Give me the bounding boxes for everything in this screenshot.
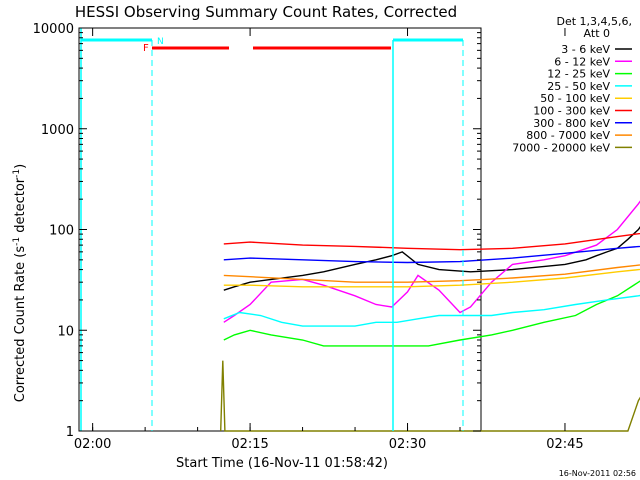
x-tick-label-3: 02:45: [546, 437, 583, 452]
night-flag-label: N: [157, 37, 164, 47]
series-line-4: [223, 268, 640, 288]
series-line-0: [223, 226, 640, 291]
y-tick-label-2: 100: [49, 224, 74, 239]
series-group: [220, 200, 640, 432]
axes: 02:0002:1502:3002:4503:0003:1503:3011010…: [33, 22, 584, 452]
series-line-1: [223, 200, 640, 323]
plot-frame: [78, 27, 482, 432]
x-tick-label-0: 02:00: [74, 437, 111, 452]
legend-label-1: 6 - 12 keV: [554, 55, 610, 68]
x-tick-label-2: 02:30: [389, 437, 426, 452]
legend-label-5: 100 - 300 keV: [533, 105, 610, 118]
flare-flag-label: F: [143, 43, 149, 54]
legend-label-2: 12 - 25 keV: [547, 68, 610, 81]
y-axis-label: Corrected Count Rate (s-1 detector-1): [12, 164, 28, 402]
footer-timestamp: 16-Nov-2011 02:56: [559, 469, 636, 478]
plot-border: [78, 27, 482, 432]
legend-title-line1: Det 1,3,4,5,6,: [556, 15, 632, 28]
legend-label-7: 800 - 7000 keV: [526, 129, 610, 142]
legend-label-3: 25 - 50 keV: [547, 80, 610, 93]
series-line-7: [223, 264, 640, 283]
observing-flags: F N: [80, 28, 464, 431]
y-tick-label-1: 10: [57, 324, 74, 339]
series-line-8: [220, 360, 640, 432]
legend-label-4: 50 - 100 keV: [540, 92, 610, 105]
legend-title-line2: Att 0: [584, 27, 610, 40]
chart-title: HESSI Observing Summary Count Rates, Cor…: [75, 3, 457, 21]
y-axis-label-main: Corrected Count Rate (s: [13, 246, 28, 403]
y-axis-label-tail: ): [13, 164, 28, 169]
legend-label-6: 300 - 800 keV: [533, 117, 610, 130]
y-axis-label-exp1: -1: [12, 237, 22, 246]
x-axis-label: Start Time (16-Nov-11 01:58:42): [176, 456, 388, 471]
legend-label-0: 3 - 6 keV: [561, 43, 610, 56]
y-tick-label-3: 1000: [41, 123, 74, 138]
legend-label-8: 7000 - 20000 keV: [512, 141, 610, 154]
x-tick-label-1: 02:15: [231, 437, 268, 452]
series-line-6: [223, 245, 640, 264]
series-line-5: [223, 232, 640, 251]
y-axis-label-exp2: -1: [12, 169, 22, 178]
series-line-3: [223, 294, 640, 327]
y-tick-label-4: 10000: [33, 22, 74, 37]
y-tick-label-0: 1: [66, 425, 74, 440]
series-line-2: [223, 280, 640, 347]
y-axis-label-mid: detector: [13, 177, 28, 237]
